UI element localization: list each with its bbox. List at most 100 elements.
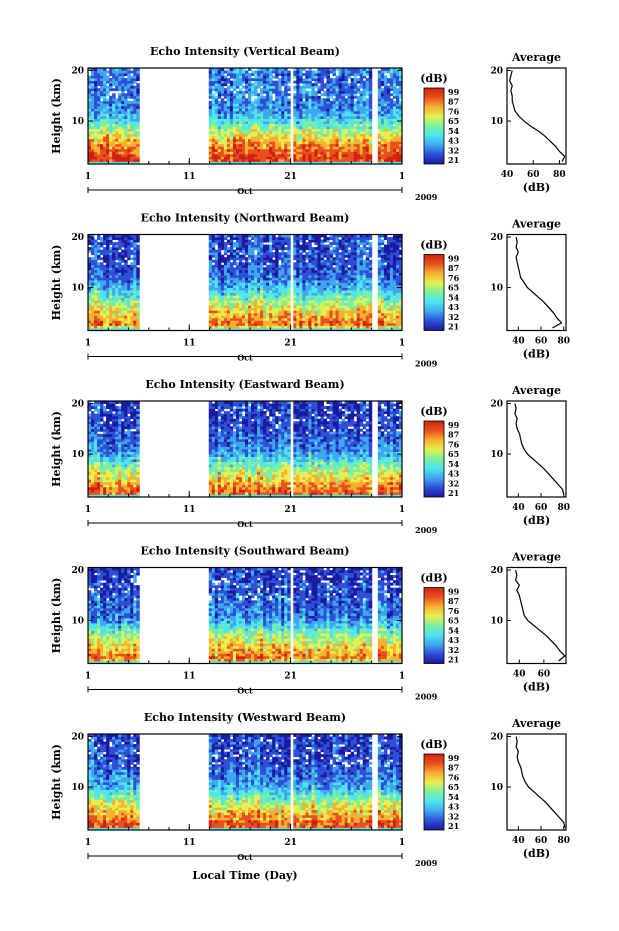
heatmap-cell [368,83,373,87]
heatmap-cell [368,161,373,165]
heatmap-cell [323,262,327,266]
heatmap-cell [287,73,291,76]
heatmap-cell [88,161,92,165]
heatmap-cell [260,290,264,294]
heatmap-cell [257,100,261,104]
heatmap-cell [335,126,339,130]
heatmap-cell [353,138,358,142]
heatmap-cell [238,153,243,157]
heatmap-cell [305,143,309,147]
heatmap-cell [88,156,92,160]
heatmap-cell [338,110,343,114]
heatmap-cell [308,141,312,145]
heatmap-cell [254,158,258,162]
heatmap-cell [136,141,140,145]
heatmap-cell [296,93,300,97]
heatmap-cell [329,146,333,150]
heatmap-cell [260,128,264,132]
heatmap-cell [100,264,104,268]
heatmap-cell [229,75,234,79]
heatmap-cell [257,237,261,240]
heatmap-cell [127,136,131,140]
heatmap-cell [121,269,125,273]
heatmap-cell [392,90,397,94]
heatmap-cell [223,327,228,331]
heatmap-cell [208,138,213,142]
heatmap-cell [241,158,246,162]
heatmap-cell [241,239,246,243]
heatmap-cell [314,292,318,296]
heatmap-cell [299,312,303,316]
heatmap-cell [347,151,352,155]
heatmap-cell [208,161,213,165]
heatmap-cell [226,242,231,246]
heatmap-cell [211,295,216,299]
heatmap-cell [112,138,116,142]
heatmap-cell [88,75,92,79]
heatmap-cell [124,282,128,286]
heatmap-cell [266,158,270,162]
heatmap-cell [118,131,122,135]
heatmap-cell [251,136,255,140]
heatmap-cell [136,307,140,311]
heatmap-cell [275,297,279,301]
heatmap-cell [106,151,110,155]
heatmap-cell [305,110,309,114]
heatmap-cell [124,312,128,316]
heatmap-cell [266,75,270,79]
heatmap-cell [356,143,361,147]
heatmap-cell [356,128,361,132]
heatmap-cell [103,100,107,104]
heatmap-cell [359,90,364,94]
heatmap-cell [386,123,391,127]
heatmap-cell [278,100,282,104]
heatmap-cell [214,272,219,276]
heatmap-cell [266,143,270,147]
heatmap-cell [248,151,252,155]
heatmap-cell [121,148,125,152]
heatmap-cell [320,78,324,82]
heatmap-cell [299,302,303,306]
heatmap-cell [299,78,303,82]
heatmap-cell [359,75,364,79]
heatmap-cell [317,267,321,271]
heatmap-cell [211,75,216,79]
heatmap-cell [266,146,270,150]
heatmap-cell [217,262,222,266]
heatmap-cell [392,143,397,147]
heatmap-cell [275,148,279,152]
heatmap-cell [257,126,261,130]
heatmap-cell [94,85,98,89]
heatmap-cell [254,274,258,278]
heatmap-cell [223,141,228,145]
heatmap-cell [311,158,315,162]
heatmap-cell [94,252,98,256]
heatmap-cell [106,252,110,256]
heatmap-cell [208,88,213,92]
heatmap-cell [323,320,327,324]
heatmap-cell [350,116,355,119]
heatmap-cell [329,105,333,109]
heatmap-cell [133,146,137,150]
heatmap-cell [320,297,324,301]
heatmap-cell [211,93,216,97]
heatmap-cell [100,295,104,299]
heatmap-cell [226,310,231,314]
heatmap-cell [257,327,261,331]
heatmap-cell [314,148,318,152]
heatmap-cell [223,287,228,291]
heatmap-cell [308,277,312,281]
heatmap-cell [338,121,343,124]
heatmap-cell [365,93,370,97]
heatmap-cell [326,126,330,130]
heatmap-cell [124,244,128,248]
heatmap-cell [100,242,104,246]
heatmap-cell [287,264,291,268]
heatmap-cell [260,83,264,87]
heatmap-cell [293,282,297,286]
heatmap-cell [214,307,219,311]
heatmap-cell [97,267,101,271]
heatmap-cell [130,269,134,273]
heatmap-cell [208,282,213,286]
heatmap-cell [266,322,270,326]
